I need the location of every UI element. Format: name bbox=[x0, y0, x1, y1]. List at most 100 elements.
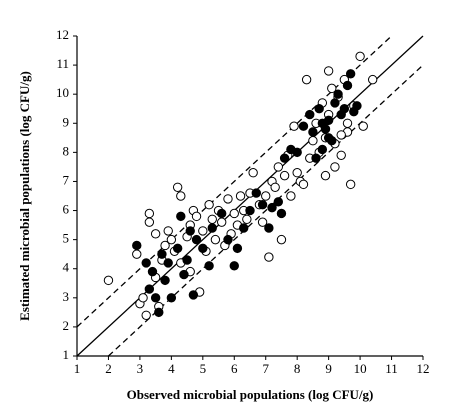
point bbox=[279, 170, 290, 181]
point bbox=[216, 208, 227, 219]
x-tick-label: 4 bbox=[168, 361, 175, 376]
point bbox=[144, 208, 155, 219]
point bbox=[204, 200, 214, 210]
x-tick-label: 3 bbox=[137, 361, 144, 376]
point bbox=[239, 223, 249, 233]
point bbox=[150, 229, 161, 239]
x-tick-label: 9 bbox=[325, 361, 332, 376]
point bbox=[229, 261, 239, 271]
point bbox=[352, 101, 362, 111]
y-tick-label: 8 bbox=[63, 143, 70, 158]
y-tick-label: 5 bbox=[63, 231, 70, 246]
point bbox=[144, 284, 155, 294]
point bbox=[242, 214, 252, 224]
y-tick-label: 1 bbox=[63, 347, 70, 362]
point bbox=[317, 118, 328, 128]
point bbox=[144, 217, 155, 227]
point bbox=[308, 136, 318, 146]
point bbox=[235, 191, 246, 201]
point bbox=[323, 133, 334, 143]
point bbox=[182, 255, 192, 265]
point bbox=[103, 275, 114, 286]
point bbox=[267, 202, 277, 213]
point bbox=[292, 147, 302, 158]
point bbox=[314, 104, 324, 114]
x-tick-label: 8 bbox=[294, 361, 301, 376]
point bbox=[223, 194, 233, 204]
point bbox=[210, 234, 221, 245]
point bbox=[172, 182, 183, 192]
point bbox=[188, 290, 199, 300]
point bbox=[355, 51, 365, 62]
point bbox=[276, 234, 287, 245]
y-tick-label: 7 bbox=[63, 172, 70, 187]
point bbox=[172, 243, 183, 254]
y-tick-label: 10 bbox=[56, 85, 69, 100]
point bbox=[163, 258, 173, 268]
point bbox=[261, 191, 271, 201]
x-tick-label: 2 bbox=[105, 361, 112, 376]
point bbox=[157, 249, 167, 259]
point bbox=[333, 89, 343, 99]
y-tick-label: 9 bbox=[63, 114, 70, 129]
point bbox=[257, 200, 268, 210]
point bbox=[138, 293, 148, 303]
point bbox=[336, 130, 346, 140]
y-tick-label: 6 bbox=[63, 202, 70, 217]
x-tick-label: 11 bbox=[385, 361, 398, 376]
x-tick-label: 5 bbox=[200, 361, 207, 376]
point bbox=[345, 179, 356, 190]
point bbox=[276, 208, 287, 219]
point bbox=[191, 211, 202, 222]
point bbox=[198, 226, 208, 236]
point bbox=[323, 66, 334, 76]
point bbox=[279, 153, 290, 163]
point bbox=[292, 168, 302, 178]
point bbox=[345, 69, 356, 79]
point bbox=[166, 234, 177, 245]
point bbox=[327, 83, 337, 94]
point bbox=[257, 217, 268, 227]
y-tick-label: 12 bbox=[56, 27, 69, 42]
point bbox=[160, 275, 170, 286]
point bbox=[264, 252, 274, 262]
x-tick-label: 6 bbox=[231, 361, 238, 376]
point bbox=[342, 118, 353, 128]
point bbox=[367, 74, 378, 85]
x-tick-label: 10 bbox=[354, 361, 367, 376]
point bbox=[308, 127, 318, 137]
point bbox=[358, 121, 368, 131]
point bbox=[317, 144, 328, 155]
point bbox=[336, 150, 346, 160]
point bbox=[229, 208, 239, 219]
point bbox=[264, 223, 274, 233]
point bbox=[132, 249, 142, 259]
point bbox=[305, 109, 315, 120]
x-axis-title: Observed microbial populations (log CFU/… bbox=[127, 387, 374, 402]
point bbox=[289, 121, 299, 131]
point bbox=[232, 243, 243, 254]
point bbox=[207, 223, 217, 233]
y-tick-label: 3 bbox=[63, 289, 70, 304]
y-tick-label: 4 bbox=[63, 260, 70, 275]
point bbox=[166, 293, 177, 303]
point bbox=[198, 243, 208, 254]
x-tick-label: 7 bbox=[262, 361, 269, 376]
point bbox=[147, 266, 158, 277]
point bbox=[298, 179, 309, 190]
point bbox=[185, 226, 195, 236]
point bbox=[176, 191, 186, 201]
x-tick-label: 12 bbox=[417, 361, 430, 376]
point bbox=[248, 168, 258, 178]
point bbox=[141, 258, 151, 268]
point bbox=[301, 74, 312, 85]
point bbox=[339, 104, 350, 114]
x-tick-label: 1 bbox=[74, 361, 81, 376]
point bbox=[245, 205, 255, 216]
point bbox=[330, 98, 340, 108]
point bbox=[286, 191, 296, 201]
point bbox=[176, 211, 186, 222]
point bbox=[251, 188, 261, 198]
y-tick-label: 11 bbox=[56, 56, 69, 71]
